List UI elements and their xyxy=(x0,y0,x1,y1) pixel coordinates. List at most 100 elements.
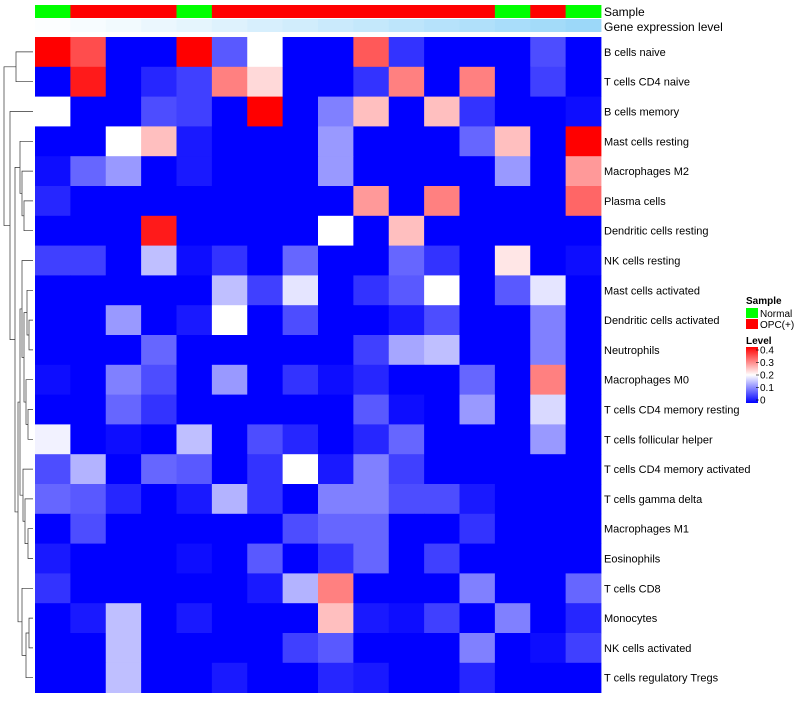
heatmap-cell xyxy=(141,245,177,276)
heatmap-cell xyxy=(35,66,71,97)
heatmap-cell xyxy=(141,513,177,544)
heatmap-cell xyxy=(105,513,142,544)
heatmap-cell xyxy=(247,394,284,425)
heatmap-cell xyxy=(176,186,213,217)
heatmap-cell xyxy=(424,126,460,157)
heatmap-cell xyxy=(565,275,602,306)
heatmap-cell xyxy=(388,424,425,455)
heatmap-cell xyxy=(247,305,284,336)
heatmap-cell xyxy=(247,335,284,366)
heatmap-cell xyxy=(70,245,107,276)
heatmap-cell xyxy=(388,513,425,544)
heatmap-cell xyxy=(494,662,531,693)
sample-annotation-cell xyxy=(282,5,319,18)
gene-level-annotation-cell xyxy=(35,19,71,32)
heatmap-cell xyxy=(247,126,284,157)
heatmap-cell xyxy=(70,96,107,127)
heatmap-cell xyxy=(105,662,142,693)
heatmap-cell xyxy=(282,245,319,276)
heatmap-cell xyxy=(211,305,248,336)
row-label: T cells CD4 memory resting xyxy=(604,405,740,417)
row-label: Neutrophils xyxy=(604,345,660,357)
legend-tick-label: 0 xyxy=(760,396,766,407)
heatmap-cell xyxy=(353,484,390,515)
heatmap-cell xyxy=(459,573,496,604)
heatmap-cell xyxy=(211,245,248,276)
heatmap-cell xyxy=(530,513,567,544)
heatmap-cell xyxy=(35,364,71,395)
heatmap-cell xyxy=(318,633,354,664)
legend-swatch-normal xyxy=(746,308,758,318)
heatmap-cell xyxy=(565,484,602,515)
heatmap-cell xyxy=(70,543,107,574)
heatmap-cell xyxy=(247,96,284,127)
heatmap-cell xyxy=(105,573,142,604)
heatmap-cell xyxy=(176,96,213,127)
heatmap-cell xyxy=(388,454,425,485)
heatmap-cell xyxy=(105,454,142,485)
heatmap-cell xyxy=(211,633,248,664)
sample-annotation-cell xyxy=(424,5,460,18)
heatmap-cell xyxy=(282,424,319,455)
heatmap-cell xyxy=(318,573,354,604)
heatmap-cell xyxy=(530,66,567,97)
heatmap-cell xyxy=(318,186,354,217)
heatmap-cell xyxy=(282,96,319,127)
row-labels: B cells naive T cells CD4 naive B cells me… xyxy=(604,47,751,685)
heatmap-cell xyxy=(565,66,602,97)
gene-level-annotation-cell xyxy=(318,19,354,32)
heatmap-cell xyxy=(176,662,213,693)
heatmap-cell xyxy=(176,513,213,544)
heatmap-cell xyxy=(388,186,425,217)
heatmap-cell xyxy=(35,394,71,425)
heatmap-cell xyxy=(424,186,460,217)
heatmap-cell xyxy=(176,245,213,276)
heatmap-cell xyxy=(141,37,177,68)
heatmap-cell xyxy=(494,484,531,515)
heatmap-cell xyxy=(388,633,425,664)
heatmap-cell xyxy=(353,215,390,246)
heatmap-cell xyxy=(105,275,142,306)
heatmap-cell xyxy=(282,37,319,68)
heatmap-cell xyxy=(318,66,354,97)
heatmap-cell xyxy=(459,424,496,455)
heatmap-cell xyxy=(424,156,460,187)
heatmap-cell xyxy=(282,275,319,306)
heatmap-cell xyxy=(211,126,248,157)
sample-annotation-cell xyxy=(247,5,284,18)
heatmap-cell xyxy=(247,364,284,395)
heatmap-cell xyxy=(176,364,213,395)
heatmap-cell xyxy=(318,662,354,693)
annotation-bars xyxy=(35,5,602,32)
gene-level-annotation-cell xyxy=(388,19,425,32)
heatmap-cell xyxy=(530,394,567,425)
heatmap-cell xyxy=(459,186,496,217)
heatmap-cell xyxy=(282,573,319,604)
heatmap-cell xyxy=(211,186,248,217)
row-label: T cells CD4 memory activated xyxy=(604,464,751,476)
heatmap-cell xyxy=(530,603,567,634)
heatmap-cell xyxy=(530,156,567,187)
heatmap-cell xyxy=(176,305,213,336)
heatmap-cell xyxy=(353,603,390,634)
heatmap-cell xyxy=(388,603,425,634)
heatmap-cell xyxy=(494,573,531,604)
heatmap-cell xyxy=(176,633,213,664)
heatmap-cell xyxy=(176,335,213,366)
heatmap-cell xyxy=(141,156,177,187)
heatmap-cell xyxy=(282,603,319,634)
heatmap-cell xyxy=(388,335,425,366)
heatmap-cell xyxy=(282,215,319,246)
heatmap-cell xyxy=(530,275,567,306)
row-dendrogram xyxy=(3,51,33,679)
heatmap-cell xyxy=(70,305,107,336)
heatmap-cell xyxy=(141,603,177,634)
heatmap-cell xyxy=(565,245,602,276)
heatmap-cell xyxy=(247,424,284,455)
heatmap-cell xyxy=(211,335,248,366)
heatmap-cell xyxy=(459,126,496,157)
heatmap-cell xyxy=(494,66,531,97)
heatmap-cell xyxy=(424,96,460,127)
